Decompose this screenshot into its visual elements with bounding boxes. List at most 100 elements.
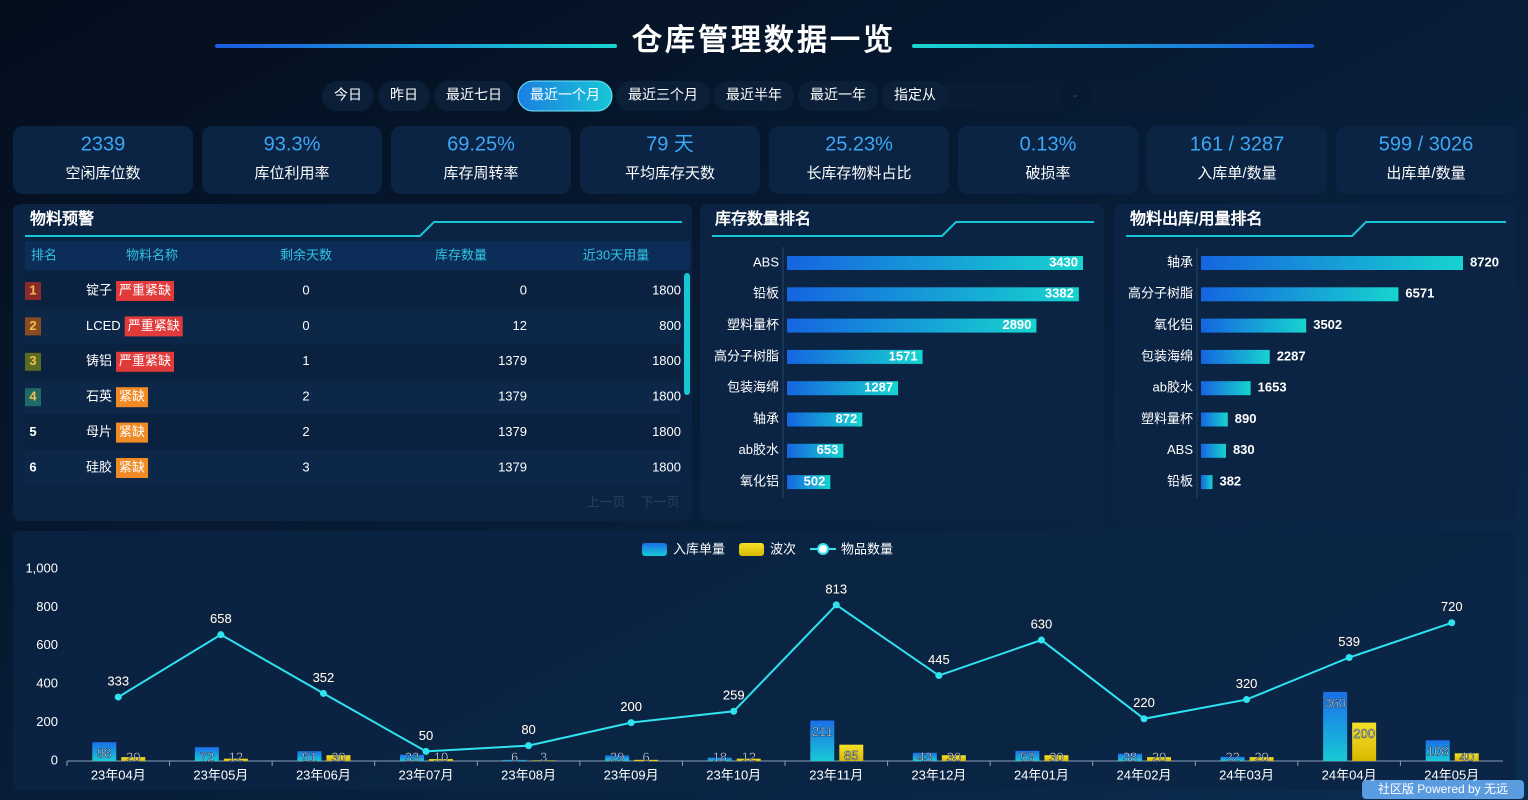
filter-label[interactable]: 指定从	[894, 87, 936, 103]
line-point	[627, 719, 635, 727]
panel	[1114, 204, 1516, 521]
bar	[194, 747, 219, 761]
status-tag-label: 严重紧缺	[128, 318, 180, 333]
line-value: 813	[825, 581, 847, 596]
bar-value: 211	[812, 724, 833, 739]
legend-label[interactable]: 物品数量	[841, 541, 893, 556]
line-value: 200	[620, 699, 642, 714]
kpi-label: 库存周转率	[443, 165, 518, 182]
rank-badge	[25, 282, 41, 300]
bar-value: 18	[712, 749, 726, 764]
filter-label[interactable]: 昨日	[390, 87, 418, 103]
date-input[interactable]	[944, 82, 1061, 110]
rank: 1	[29, 282, 36, 297]
filter-button[interactable]	[517, 80, 613, 112]
material-name: 铸铝	[86, 353, 112, 368]
filter-label[interactable]: 最近一年	[810, 87, 866, 103]
next-page[interactable]: 下一页	[640, 494, 679, 509]
line-value: 720	[1441, 599, 1463, 614]
filter-button[interactable]	[616, 81, 710, 111]
bar-value: 6571	[1405, 286, 1434, 301]
usage-30d: 1800	[652, 282, 681, 297]
bar-value: 20	[1152, 749, 1166, 764]
stock-qty: 1379	[498, 353, 527, 368]
header-line	[215, 44, 617, 48]
filter-label[interactable]: 今日	[334, 87, 362, 103]
x-tick-label: 23年12月	[911, 767, 966, 782]
line-value: 445	[928, 652, 950, 667]
legend-label[interactable]: 入库单量	[673, 541, 725, 556]
bar-value: 40	[1459, 749, 1473, 764]
category-label: 轴承	[753, 411, 779, 426]
x-tick-label: 24年02月	[1117, 767, 1172, 782]
line-point	[422, 747, 430, 755]
legend-label[interactable]: 波次	[770, 541, 796, 556]
filter-button[interactable]	[378, 81, 430, 111]
bar	[1015, 750, 1040, 761]
footer-text: 社区版 Powered by 无远	[1378, 781, 1508, 796]
bar-value: 85	[844, 748, 858, 763]
filter-button[interactable]	[798, 81, 878, 111]
bar	[736, 758, 761, 761]
bar-value: 382	[1219, 474, 1241, 489]
filter-label[interactable]: 最近七日	[446, 87, 502, 103]
category-label: 高分子树脂	[1128, 286, 1193, 301]
kpi-value: 599 / 3026	[1379, 133, 1474, 155]
bar	[1352, 722, 1377, 761]
header-line	[912, 44, 1314, 48]
bar-value: 108	[1427, 744, 1449, 759]
filter-button[interactable]	[322, 81, 374, 111]
filter-label[interactable]: 最近一个月	[530, 87, 600, 103]
x-tick-label: 23年07月	[399, 767, 454, 782]
kpi-label: 平均库存天数	[625, 165, 715, 182]
line-point	[1345, 654, 1353, 662]
line-value: 259	[723, 688, 745, 703]
bar-value: 2890	[1002, 317, 1031, 332]
filter-button[interactable]	[714, 81, 794, 111]
panel	[13, 531, 1516, 790]
panel-title-line	[25, 221, 682, 237]
remaining-days: 2	[302, 389, 309, 404]
category-label: 氧化铝	[740, 474, 779, 489]
status-tag	[116, 281, 175, 301]
line-point	[730, 707, 738, 715]
bar-value: 30	[331, 749, 345, 764]
bar-value: 1653	[1258, 380, 1287, 395]
scrollbar[interactable]	[684, 273, 690, 395]
kpi-card	[202, 126, 382, 194]
category-label: 轴承	[1167, 254, 1193, 269]
prev-page[interactable]: 上一页	[586, 494, 625, 509]
line	[117, 603, 1453, 753]
filter-label[interactable]: 最近半年	[726, 87, 782, 103]
bar-value: 3502	[1313, 317, 1342, 332]
bar-value: 98	[97, 746, 111, 761]
stock-qty: 1379	[498, 459, 527, 474]
filter-button[interactable]	[882, 81, 948, 111]
category-label: 铅板	[753, 286, 779, 301]
stock-qty: 0	[520, 282, 527, 297]
bar-value: 653	[817, 442, 839, 457]
table-header: 剩余天数	[280, 247, 332, 262]
filter-button[interactable]	[434, 81, 514, 111]
bar	[787, 475, 831, 490]
status-tag-label: 严重紧缺	[119, 282, 171, 297]
date-input[interactable]	[1091, 82, 1208, 110]
bar	[839, 744, 864, 761]
category-label: ab胶水	[739, 442, 779, 457]
remaining-days: 0	[302, 318, 309, 333]
status-tag-label: 紧缺	[119, 424, 145, 439]
usage-30d: 1800	[652, 424, 681, 439]
y-tick-label: 400	[36, 676, 58, 691]
line-point	[1140, 715, 1148, 723]
kpi-value: 69.25%	[447, 133, 515, 155]
category-label: 氧化铝	[1154, 317, 1193, 332]
rank-badge	[25, 317, 41, 336]
kpi-label: 长库存物料占比	[806, 165, 911, 182]
panel-title-line	[1126, 221, 1506, 237]
status-tag-label: 严重紧缺	[119, 353, 171, 368]
bar-value: 200	[1353, 726, 1375, 741]
kpi-label: 破损率	[1025, 165, 1070, 182]
filter-label[interactable]: 最近三个月	[628, 87, 698, 103]
usage-30d: 800	[659, 318, 681, 333]
